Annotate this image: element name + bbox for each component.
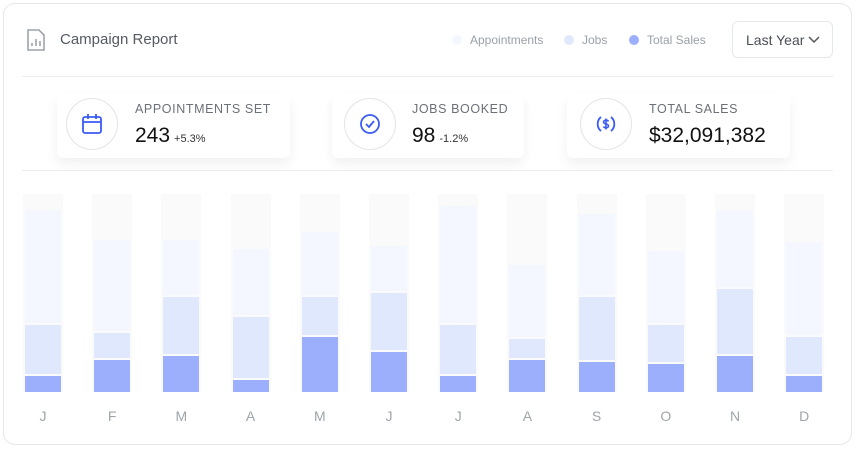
calendar-icon [82,114,102,134]
bar-jobs[interactable] [509,338,546,359]
bar-total-sales[interactable] [94,360,131,392]
divider [22,170,833,171]
bar-total-sales[interactable] [440,376,477,392]
x-tick-label: M [175,408,188,424]
x-tick-label: S [591,408,602,424]
bar-appointments[interactable] [717,209,753,288]
legend-label: Total Sales [647,33,706,47]
bar-appointments[interactable] [578,213,615,295]
stat-icon-circle [344,98,396,150]
stat-value: $32,091,382 [649,124,766,148]
bar-total-sales[interactable] [578,362,615,392]
stat-sales: TOTAL SALES $32,091,382 [567,94,790,158]
bar-appointments[interactable] [25,209,61,323]
bar-total-sales[interactable] [786,376,823,392]
legend-dot [564,35,574,45]
bar-jobs[interactable] [301,297,338,335]
bar-track [784,194,825,392]
x-tick-label: M [313,408,326,424]
bar-track [23,194,63,392]
x-tick-label: O [660,408,672,424]
x-tick-label: N [729,408,741,424]
divider [22,76,833,77]
stat-label: APPOINTMENTS SET [135,102,272,116]
chevron-down-icon [808,36,820,44]
legend-label: Appointments [470,33,544,47]
stat-number: $32,091,382 [649,124,766,147]
stat-number: 243 [135,124,171,147]
bar-jobs[interactable] [440,324,477,375]
stat-icon-circle [66,98,118,150]
x-tick-label: A [522,408,533,424]
report-chart-icon [27,29,45,51]
legend-jobs[interactable]: Jobs [564,33,607,47]
bar-jobs[interactable] [786,336,823,375]
legend-dot [452,35,462,45]
x-tick-label: J [385,408,393,424]
x-tick-label: J [39,408,47,424]
x-tick-label: F [107,408,117,424]
stat-icon-circle [580,98,632,150]
stat-change: -1.2% [439,133,469,145]
bar-jobs[interactable] [25,324,61,375]
bar-total-sales[interactable] [717,356,753,392]
bar-appointments[interactable] [94,239,131,331]
stat-change: +5.3% [174,133,206,145]
legend-label: Jobs [582,33,608,47]
dropdown-value: Last Year [746,31,805,48]
bar-total-sales[interactable] [301,336,338,392]
bar-appointments[interactable] [440,205,477,323]
bar-track [161,194,202,392]
legend-appointments[interactable]: Appointments [452,33,543,47]
bar-jobs[interactable] [647,324,684,363]
stat-value: 243 +5.3% [135,124,206,148]
bar-total-sales[interactable] [647,364,684,392]
stat-jobs: JOBS BOOKED 98 -1.2% [332,94,524,158]
bar-track [92,194,133,392]
bar-track [715,194,755,392]
check-circle-icon [360,114,380,134]
bar-track [299,194,340,392]
page-title: Campaign Report [60,31,178,48]
bar-appointments[interactable] [232,249,269,315]
bar-appointments[interactable] [786,241,823,335]
x-tick-label: J [454,408,462,424]
bar-total-sales[interactable] [371,352,407,392]
bar-total-sales[interactable] [509,360,546,392]
bar-track [576,194,617,392]
bar-jobs[interactable] [163,297,200,355]
bar-total-sales[interactable] [25,376,61,392]
bar-jobs[interactable] [371,293,407,351]
bar-track [369,194,409,392]
stat-appointments: APPOINTMENTS SET 243 +5.3% [57,94,290,158]
bar-jobs[interactable] [578,297,615,361]
bar-appointments[interactable] [509,265,546,337]
period-dropdown[interactable]: Last Year [732,21,833,58]
stat-label: TOTAL SALES [649,102,739,116]
bar-appointments[interactable] [163,239,200,295]
bar-jobs[interactable] [94,332,131,359]
x-tick-label: A [245,408,256,424]
bar-track [438,194,479,392]
bar-total-sales[interactable] [163,356,200,392]
stat-number: 98 [412,124,436,147]
x-tick-label: D [799,408,810,424]
bar-appointments[interactable] [647,251,684,323]
bar-jobs[interactable] [717,289,753,355]
bar-jobs[interactable] [232,316,269,379]
bar-track [507,194,548,392]
legend-dot [629,35,639,45]
legend-total-sales[interactable]: Total Sales [629,33,706,47]
bar-track [645,194,686,392]
bar-total-sales[interactable] [232,380,269,392]
bar-appointments[interactable] [301,231,338,295]
stat-value: 98 -1.2% [412,124,468,148]
dollar-circle-icon [596,116,616,132]
bar-appointments[interactable] [371,245,407,292]
stat-label: JOBS BOOKED [412,102,509,116]
bar-track [230,194,271,392]
